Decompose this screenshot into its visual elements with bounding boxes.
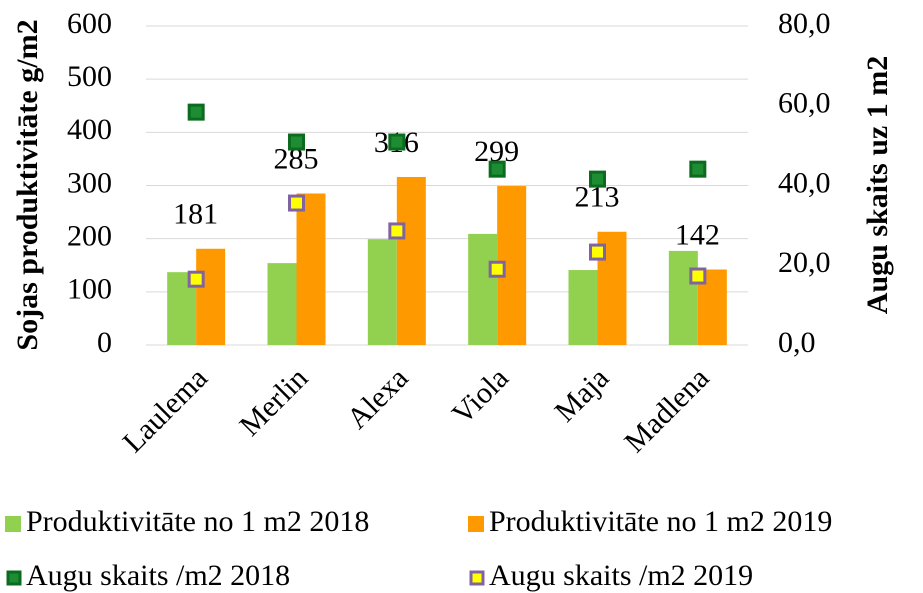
bar bbox=[568, 270, 598, 345]
data-label: 142 bbox=[675, 218, 720, 251]
legend-label: Produktivitāte no 1 m2 2019 bbox=[489, 505, 832, 538]
marker bbox=[689, 267, 707, 285]
marker bbox=[589, 170, 606, 188]
marker bbox=[187, 270, 205, 288]
y-tick-label: 200 bbox=[67, 220, 112, 253]
legend-swatch bbox=[5, 516, 21, 532]
bar bbox=[296, 193, 326, 345]
y-tick-label: 400 bbox=[67, 113, 112, 146]
y2-axis-title: Augu skaits uz 1 m2 bbox=[861, 56, 894, 314]
bar bbox=[267, 263, 297, 345]
y-tick-label: 100 bbox=[67, 273, 112, 306]
marker bbox=[488, 160, 506, 178]
y-tick-label: 500 bbox=[67, 60, 112, 93]
legend-label: Produktivitāte no 1 m2 2018 bbox=[26, 505, 369, 538]
y2-tick-label: 80,0 bbox=[778, 7, 831, 40]
y-tick-label: 300 bbox=[67, 166, 112, 199]
x-tick-label: Viola bbox=[446, 361, 515, 430]
marker bbox=[589, 243, 606, 261]
x-tick-label: Merlin bbox=[233, 361, 314, 442]
x-tick-label: Madlena bbox=[618, 361, 716, 459]
marker bbox=[288, 194, 305, 212]
legend-swatch bbox=[469, 570, 485, 586]
legend-label: Augu skaits /m2 2018 bbox=[26, 559, 290, 592]
y-tick-label: 0 bbox=[97, 326, 112, 359]
y2-tick-label: 20,0 bbox=[778, 246, 831, 279]
bar bbox=[396, 176, 426, 345]
bar bbox=[668, 250, 698, 345]
y2-tick-label: 40,0 bbox=[778, 166, 831, 199]
y2-tick-label: 0,0 bbox=[778, 326, 816, 359]
marker bbox=[388, 133, 406, 151]
marker bbox=[388, 222, 406, 240]
legend-label: Augu skaits /m2 2019 bbox=[489, 559, 753, 592]
bar bbox=[196, 248, 226, 345]
legend-swatch bbox=[468, 516, 484, 532]
x-tick-label: Maja bbox=[548, 361, 615, 428]
marker bbox=[488, 260, 506, 278]
legend-swatch bbox=[6, 570, 22, 586]
bar bbox=[367, 239, 397, 345]
marker bbox=[187, 103, 205, 121]
bar bbox=[468, 233, 498, 345]
y-tick-label: 600 bbox=[67, 7, 112, 40]
data-label: 181 bbox=[173, 198, 218, 231]
x-tick-label: Laulema bbox=[116, 361, 214, 459]
y-axis-title: Sojas produktivitāte g/m2 bbox=[11, 19, 44, 350]
x-tick-label: Alexa bbox=[341, 361, 415, 435]
marker bbox=[288, 133, 305, 151]
y2-tick-label: 60,0 bbox=[778, 87, 831, 120]
marker bbox=[689, 160, 707, 178]
